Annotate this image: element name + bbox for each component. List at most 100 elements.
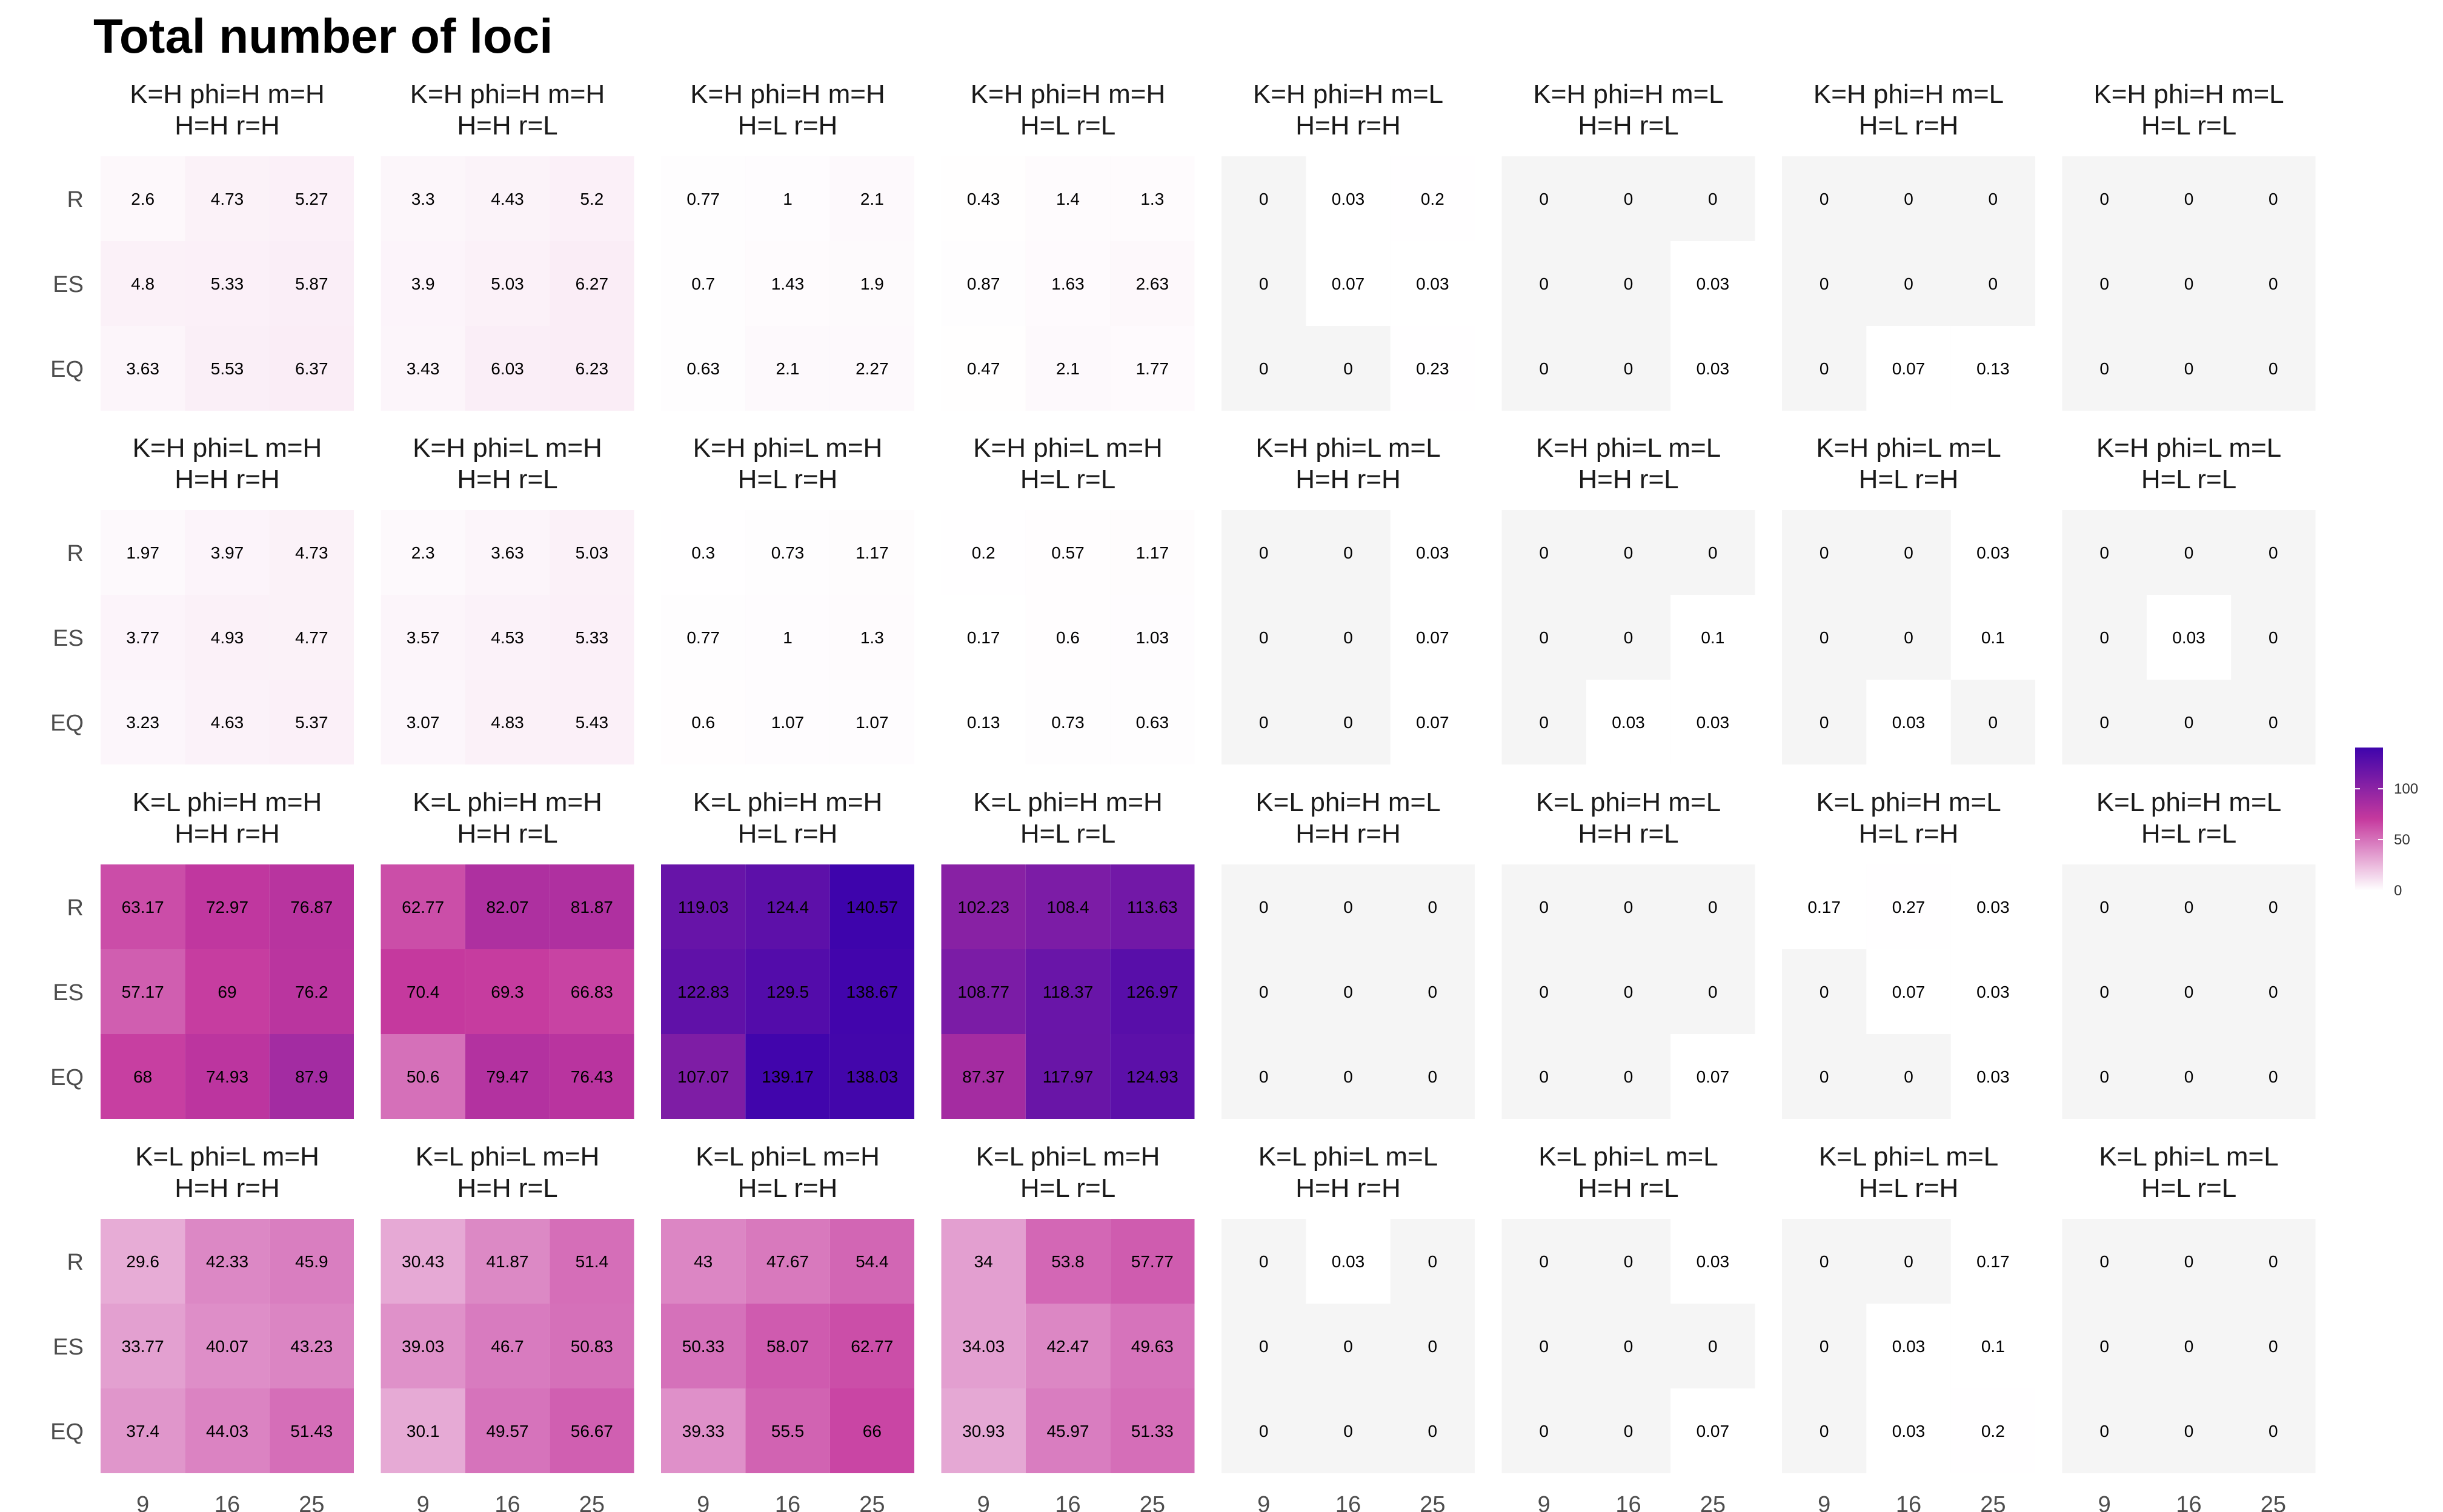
panel-strip-label: K=L phi=L m=L <box>1819 1142 1998 1172</box>
heatmap-cell <box>185 680 270 764</box>
cell-value-label: 87.37 <box>962 1067 1005 1086</box>
heatmap-cell <box>465 1388 550 1473</box>
cell-value-label: 0 <box>2099 1337 2109 1356</box>
heatmap-cell <box>829 595 914 680</box>
legend-tick-label: 50 <box>2394 832 2410 848</box>
heatmap-cell <box>829 949 914 1034</box>
cell-value-label: 0 <box>1259 983 1269 1001</box>
x-tick-label: 25 <box>2261 1492 2286 1512</box>
cell-value-label: 108.4 <box>1046 898 1089 917</box>
heatmap-cell <box>101 864 185 949</box>
panel-strip-label: K=L phi=L m=H <box>416 1142 600 1172</box>
panel-strip-label: K=L phi=H m=L <box>2096 788 2281 817</box>
heatmap-cell <box>185 510 270 595</box>
cell-value-label: 0.03 <box>2172 628 2205 647</box>
panel-strip-label: K=H phi=L m=L <box>1536 433 1721 463</box>
heatmap-cell <box>1306 1219 1391 1304</box>
cell-value-label: 122.83 <box>677 983 730 1001</box>
cell-value-label: 33.77 <box>122 1337 164 1356</box>
cell-value-label: 0.03 <box>1416 543 1449 562</box>
x-tick-label: 16 <box>494 1492 520 1512</box>
heatmap-cell <box>1025 156 1111 241</box>
panel-strip-label: H=H r=H <box>1295 1173 1401 1203</box>
cell-value-label: 4.73 <box>211 190 244 208</box>
cell-value-label: 0 <box>1343 1337 1353 1356</box>
heatmap-cell <box>465 864 550 949</box>
cell-value-label: 1.97 <box>126 543 159 562</box>
cell-value-label: 0 <box>1539 628 1549 647</box>
cell-value-label: 0 <box>2099 983 2109 1001</box>
cell-value-label: 0 <box>1820 1422 1829 1441</box>
cell-value-label: 1.17 <box>856 543 889 562</box>
panel-strip-label: K=H phi=H m=L <box>1533 79 1723 109</box>
x-tick-label: 9 <box>1257 1492 1270 1512</box>
cell-value-label: 4.8 <box>131 274 155 293</box>
cell-value-label: 0.23 <box>1416 359 1449 378</box>
cell-value-label: 4.63 <box>211 713 244 732</box>
panel-strip-label: H=H r=H <box>174 1173 280 1203</box>
panel-strip-label: K=H phi=L m=L <box>1255 433 1440 463</box>
cell-value-label: 30.93 <box>962 1422 1005 1441</box>
y-tick-label: R <box>67 541 84 566</box>
heatmap-cell <box>1110 595 1195 680</box>
cell-value-label: 1 <box>783 628 793 647</box>
panel-strip-label: K=H phi=H m=H <box>410 79 605 109</box>
cell-value-label: 76.87 <box>290 898 333 917</box>
cell-value-label: 5.43 <box>576 713 609 732</box>
cell-value-label: 0 <box>1343 543 1353 562</box>
panel-strip-label: K=H phi=H m=H <box>971 79 1166 109</box>
cell-value-label: 0.07 <box>1697 1422 1730 1441</box>
cell-value-label: 0 <box>2184 190 2194 208</box>
heatmap-cell <box>941 156 1026 241</box>
cell-value-label: 0 <box>2184 898 2194 917</box>
heatmap-cell <box>269 1388 354 1473</box>
cell-value-label: 119.03 <box>678 898 729 917</box>
cell-value-label: 49.57 <box>486 1422 528 1441</box>
panel-strip-label: K=L phi=L m=H <box>696 1142 880 1172</box>
cell-value-label: 29.6 <box>126 1252 159 1271</box>
heatmap-cell <box>745 864 830 949</box>
heatmap-cell <box>269 1219 354 1304</box>
heatmap-cell <box>1110 864 1195 949</box>
cell-value-label: 0.13 <box>967 713 1000 732</box>
heatmap-cell <box>661 156 746 241</box>
cell-value-label: 6.37 <box>295 359 328 378</box>
heatmap-cell <box>550 1034 634 1119</box>
y-tick-label: EQ <box>50 1065 84 1090</box>
cell-value-label: 0.57 <box>1051 543 1085 562</box>
cell-value-label: 0.03 <box>1697 274 1730 293</box>
cell-value-label: 0 <box>1539 1067 1549 1086</box>
cell-value-label: 0.03 <box>1892 1422 1926 1441</box>
heatmap-cell <box>829 680 914 764</box>
heatmap-cell <box>381 241 465 326</box>
cell-value-label: 0 <box>1539 983 1549 1001</box>
cell-value-label: 0 <box>1539 1337 1549 1356</box>
heatmap-cell <box>1670 1388 1755 1473</box>
panel-strip-label: K=H phi=L m=L <box>1816 433 2001 463</box>
heatmap-cell <box>941 510 1026 595</box>
panel-strip-label: K=H phi=L m=H <box>693 433 883 463</box>
cell-value-label: 129.5 <box>766 983 809 1001</box>
cell-value-label: 0 <box>2268 543 2278 562</box>
cell-value-label: 0.1 <box>1701 628 1724 647</box>
cell-value-label: 0.03 <box>1697 1252 1730 1271</box>
cell-value-label: 34 <box>974 1252 993 1271</box>
cell-value-label: 0 <box>1259 1067 1269 1086</box>
heatmap-cell <box>465 595 550 680</box>
cell-value-label: 3.9 <box>411 274 435 293</box>
cell-value-label: 1.3 <box>860 628 884 647</box>
heatmap-cell <box>941 1034 1026 1119</box>
heatmap-cell <box>185 1388 270 1473</box>
cell-value-label: 0.27 <box>1892 898 1926 917</box>
panel-strip-label: K=L phi=H m=H <box>413 788 602 817</box>
cell-value-label: 1.63 <box>1051 274 1085 293</box>
cell-value-label: 1.43 <box>771 274 805 293</box>
y-tick-label: ES <box>53 1335 84 1360</box>
cell-value-label: 1.3 <box>1140 190 1164 208</box>
heatmap-cell <box>1950 1388 2035 1473</box>
panel-strip-label: K=L phi=H m=L <box>1255 788 1440 817</box>
cell-value-label: 2.1 <box>1056 359 1080 378</box>
cell-value-label: 0.03 <box>1976 1067 2010 1086</box>
cell-value-label: 0.03 <box>1416 274 1449 293</box>
cell-value-label: 0 <box>2099 190 2109 208</box>
